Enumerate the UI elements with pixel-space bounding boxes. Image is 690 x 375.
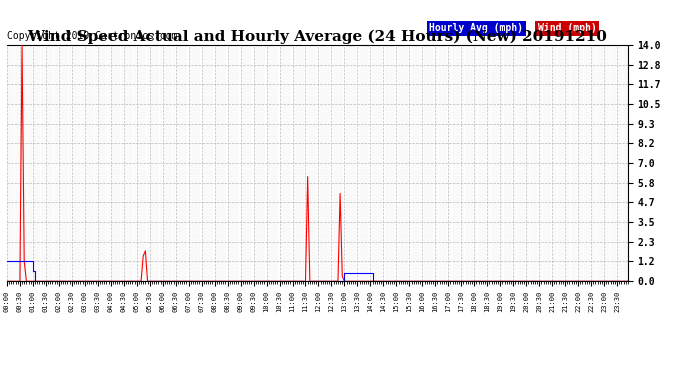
Text: Copyright 2019 Cartronics.com: Copyright 2019 Cartronics.com xyxy=(7,32,177,41)
Title: Wind Speed Actual and Hourly Average (24 Hours) (New) 20191210: Wind Speed Actual and Hourly Average (24… xyxy=(28,30,607,44)
Text: Hourly Avg (mph): Hourly Avg (mph) xyxy=(429,24,523,33)
Text: Wind (mph): Wind (mph) xyxy=(538,24,597,33)
